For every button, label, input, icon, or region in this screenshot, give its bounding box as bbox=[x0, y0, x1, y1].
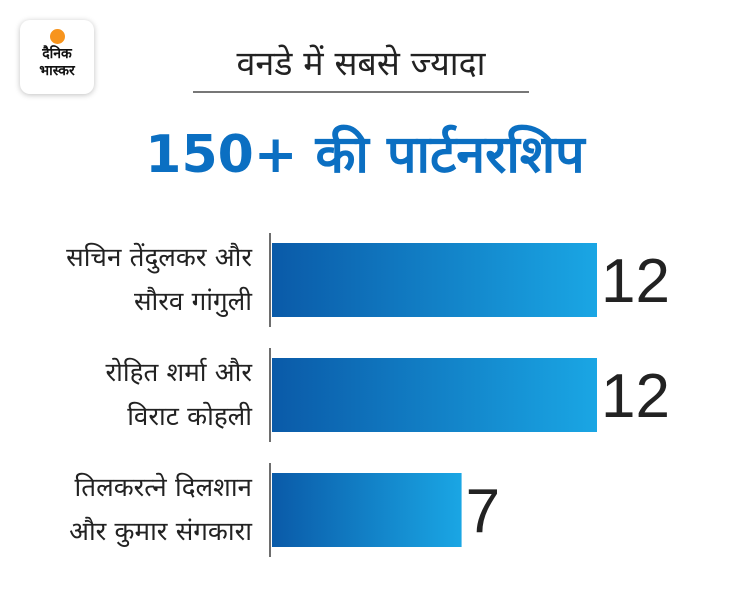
chart-subtitle: वनडे में सबसे ज्यादा bbox=[236, 44, 486, 84]
bar-2 bbox=[272, 473, 462, 547]
chart-title: 150+ की पार्टनरशिप bbox=[145, 125, 585, 185]
bar-value-label: 7 bbox=[466, 477, 500, 546]
category-label: सचिन तेंदुलकर और bbox=[66, 242, 253, 274]
subtitle-underline bbox=[193, 91, 529, 93]
bar-value-label: 12 bbox=[601, 247, 670, 316]
category-label: विराट कोहली bbox=[127, 401, 253, 432]
bar-0 bbox=[272, 243, 597, 317]
category-label: सौरव गांगुली bbox=[134, 286, 253, 317]
logo-text-line2: भास्कर bbox=[39, 63, 75, 79]
dainik-bhaskar-logo: दैनिक भास्कर bbox=[20, 20, 94, 94]
category-label: तिलकरत्ने दिलशान bbox=[75, 472, 253, 503]
bar-value-label: 12 bbox=[601, 362, 670, 431]
sun-dot-icon bbox=[50, 29, 65, 44]
logo-text-line1: दैनिक bbox=[42, 46, 72, 62]
category-label: और कुमार संगकारा bbox=[69, 516, 253, 547]
bar-1 bbox=[272, 358, 597, 432]
category-label: रोहित शर्मा और bbox=[106, 357, 254, 388]
